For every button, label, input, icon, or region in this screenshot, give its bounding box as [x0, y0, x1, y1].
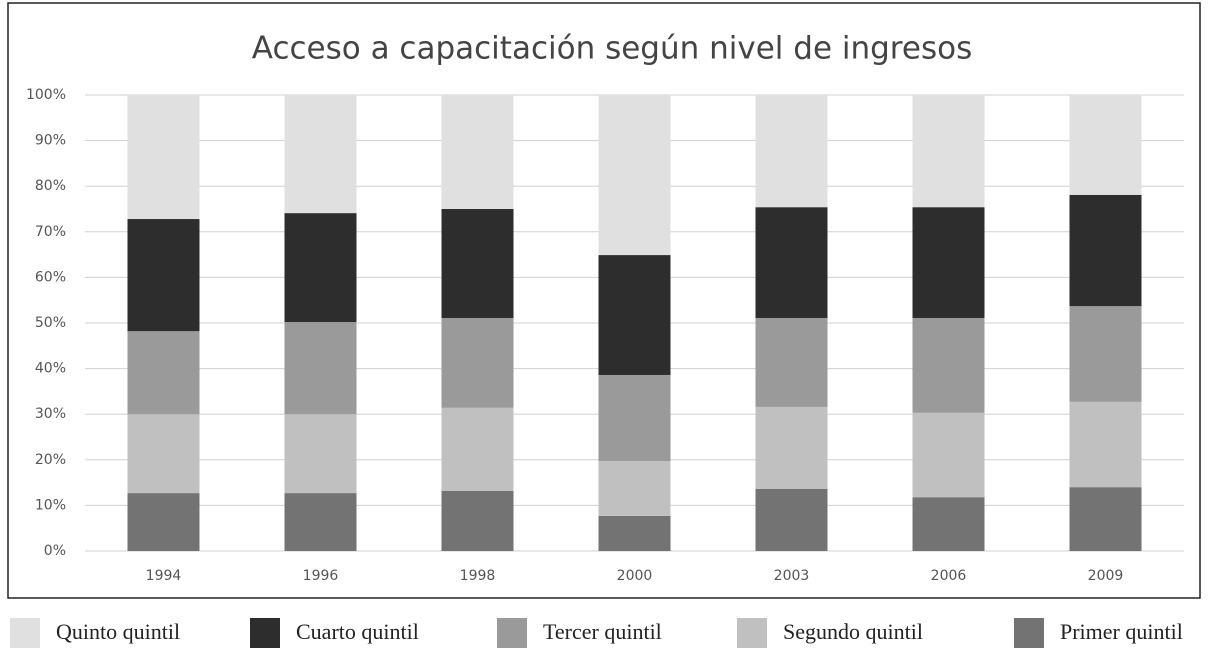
bar-segment: [284, 95, 357, 214]
y-tick-label: 80%: [35, 178, 66, 194]
bar-segment: [284, 322, 357, 415]
legend-swatch: [1014, 618, 1044, 648]
y-tick-label: 40%: [35, 361, 66, 377]
bar-segment: [127, 331, 200, 415]
bar-segment: [912, 207, 985, 318]
legend-swatch: [250, 618, 280, 648]
y-tick-label: 0%: [44, 543, 66, 559]
x-tick-label: 2000: [617, 568, 653, 584]
bar-segment: [598, 515, 671, 551]
legend-label: Segundo quintil: [783, 619, 923, 644]
y-tick-label: 20%: [35, 452, 66, 468]
bar-segment: [284, 493, 357, 551]
y-tick-label: 30%: [35, 406, 66, 422]
bar-segment: [755, 488, 828, 551]
bar-segment: [755, 207, 828, 318]
y-tick-label: 70%: [35, 224, 66, 240]
bar-segment: [598, 255, 671, 375]
bar-segment: [755, 406, 828, 489]
bar-segment: [598, 461, 671, 516]
legend-swatch: [497, 618, 527, 648]
bar-segment: [1069, 306, 1142, 402]
bar-segment: [1069, 401, 1142, 488]
chart-title: Acceso a capacitación según nivel de ing…: [252, 31, 972, 67]
legend-swatch: [10, 618, 40, 648]
x-tick-label: 1998: [460, 568, 496, 584]
legend-label: Tercer quintil: [543, 619, 662, 644]
bar-segment: [127, 219, 200, 332]
bar-segment: [598, 95, 671, 256]
bar-segment: [912, 412, 985, 498]
bar-segment: [127, 493, 200, 551]
bar-segment: [441, 209, 514, 318]
y-tick-label: 90%: [35, 133, 66, 149]
bar-segment: [912, 95, 985, 208]
legend-label: Quinto quintil: [56, 619, 180, 644]
bar-segment: [441, 95, 514, 209]
legend-swatch: [737, 618, 767, 648]
bar-segment: [1069, 95, 1142, 195]
bar-segment: [127, 95, 200, 220]
y-tick-label: 10%: [35, 497, 66, 513]
legend-label: Cuarto quintil: [296, 619, 419, 644]
y-tick-label: 60%: [35, 269, 66, 285]
x-tick-label: 1996: [303, 568, 339, 584]
bar-segment: [127, 414, 200, 494]
bar-segment: [912, 317, 985, 413]
x-tick-label: 2009: [1088, 568, 1124, 584]
x-tick-label: 1994: [146, 568, 182, 584]
bar-segment: [441, 317, 514, 408]
bar-segment: [284, 414, 357, 494]
legend-label: Primer quintil: [1060, 619, 1183, 644]
bar-segment: [1069, 194, 1142, 307]
bar-segment: [441, 490, 514, 551]
bar-segment: [441, 407, 514, 491]
x-tick-label: 2003: [774, 568, 810, 584]
bar-segment: [755, 95, 828, 208]
x-tick-label: 2006: [931, 568, 967, 584]
bar-segment: [912, 497, 985, 551]
bar-segment: [284, 213, 357, 323]
bar-segment: [598, 374, 671, 462]
y-tick-label: 100%: [26, 87, 66, 103]
y-tick-label: 50%: [35, 315, 66, 331]
bar-segment: [755, 317, 828, 407]
bar-segment: [1069, 487, 1142, 551]
